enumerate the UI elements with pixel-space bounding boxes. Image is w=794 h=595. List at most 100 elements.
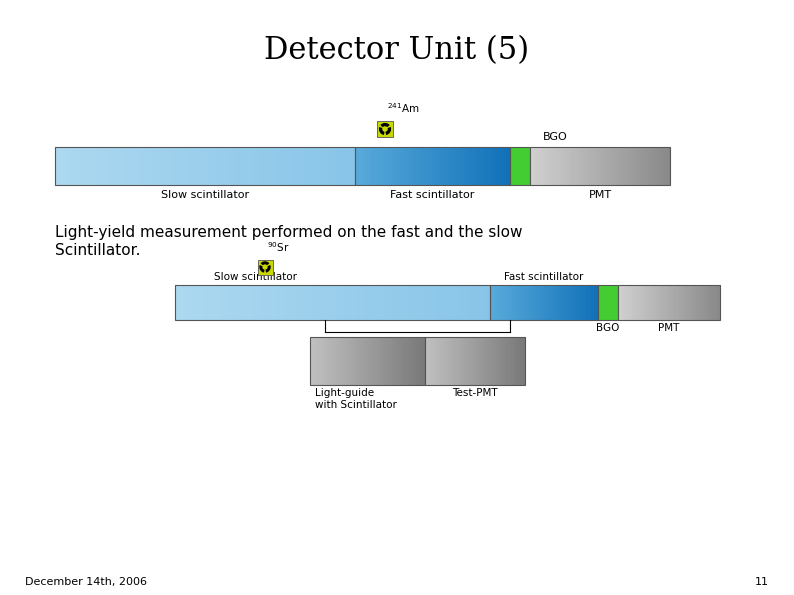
Bar	[262, 285, 266, 320]
Bar	[647, 285, 649, 320]
Bar	[651, 147, 653, 185]
Bar	[407, 337, 408, 385]
Bar	[524, 285, 526, 320]
Bar	[569, 147, 571, 185]
Bar	[596, 285, 597, 320]
Bar	[250, 285, 254, 320]
Bar	[484, 337, 485, 385]
Bar	[411, 147, 414, 185]
Bar	[592, 147, 593, 185]
Bar	[588, 285, 591, 320]
Bar	[689, 285, 691, 320]
Bar	[529, 285, 531, 320]
Text: Slow scintillator: Slow scintillator	[214, 272, 296, 282]
Circle shape	[263, 265, 267, 269]
Bar	[706, 285, 707, 320]
Bar	[438, 147, 441, 185]
Bar	[357, 147, 360, 185]
Bar	[481, 337, 483, 385]
Bar	[257, 147, 262, 185]
Bar	[705, 285, 707, 320]
Bar	[645, 285, 646, 320]
Bar	[305, 285, 310, 320]
Bar	[376, 147, 379, 185]
Bar	[700, 285, 701, 320]
Bar	[119, 147, 123, 185]
Bar	[596, 147, 599, 185]
Bar	[403, 337, 406, 385]
Bar	[670, 285, 672, 320]
Bar	[446, 337, 448, 385]
Bar	[89, 147, 93, 185]
Bar	[544, 285, 545, 320]
Bar	[584, 285, 586, 320]
Bar	[368, 147, 371, 185]
Bar	[636, 285, 638, 320]
Bar	[55, 147, 60, 185]
Bar	[502, 285, 504, 320]
Bar	[575, 285, 577, 320]
Bar	[699, 285, 700, 320]
Bar	[702, 285, 704, 320]
Bar	[474, 337, 476, 385]
Bar	[218, 285, 223, 320]
Bar	[518, 337, 521, 385]
Bar	[661, 285, 663, 320]
Bar	[425, 337, 426, 385]
Bar	[395, 337, 397, 385]
Bar	[410, 337, 413, 385]
Bar	[299, 147, 303, 185]
Bar	[442, 337, 445, 385]
Bar	[398, 147, 400, 185]
Bar	[318, 147, 322, 185]
Bar	[530, 147, 670, 185]
Bar	[492, 147, 495, 185]
Bar	[622, 147, 625, 185]
Bar	[665, 147, 667, 185]
Bar	[455, 337, 457, 385]
Bar	[649, 285, 652, 320]
Bar	[413, 147, 415, 185]
Bar	[283, 147, 288, 185]
Bar	[654, 147, 657, 185]
Bar	[666, 147, 669, 185]
Bar	[673, 285, 675, 320]
Bar	[464, 337, 465, 385]
Bar	[603, 147, 606, 185]
Bar	[317, 337, 319, 385]
Bar	[494, 285, 496, 320]
Bar	[630, 285, 633, 320]
Bar	[571, 285, 572, 320]
Bar	[499, 285, 501, 320]
Bar	[334, 337, 337, 385]
Bar	[657, 285, 658, 320]
Bar	[209, 147, 213, 185]
Bar	[521, 285, 523, 320]
Bar	[500, 337, 502, 385]
Bar	[472, 337, 473, 385]
Bar	[684, 285, 686, 320]
Bar	[619, 285, 621, 320]
Bar	[637, 147, 639, 185]
Bar	[501, 285, 503, 320]
Bar	[649, 285, 650, 320]
Bar	[622, 285, 623, 320]
Bar	[343, 337, 345, 385]
Bar	[414, 337, 415, 385]
Bar	[487, 147, 489, 185]
Text: Light-yield measurement performed on the fast and the slow: Light-yield measurement performed on the…	[55, 225, 522, 240]
Bar	[380, 285, 384, 320]
Bar	[618, 147, 620, 185]
Bar	[433, 337, 434, 385]
Bar	[323, 337, 325, 385]
Bar	[511, 285, 512, 320]
Bar	[382, 337, 384, 385]
Bar	[464, 147, 466, 185]
Bar	[708, 285, 711, 320]
Bar	[548, 285, 550, 320]
Bar	[483, 147, 485, 185]
Bar	[453, 337, 456, 385]
Bar	[530, 147, 532, 185]
Bar	[391, 285, 396, 320]
Bar	[437, 147, 439, 185]
